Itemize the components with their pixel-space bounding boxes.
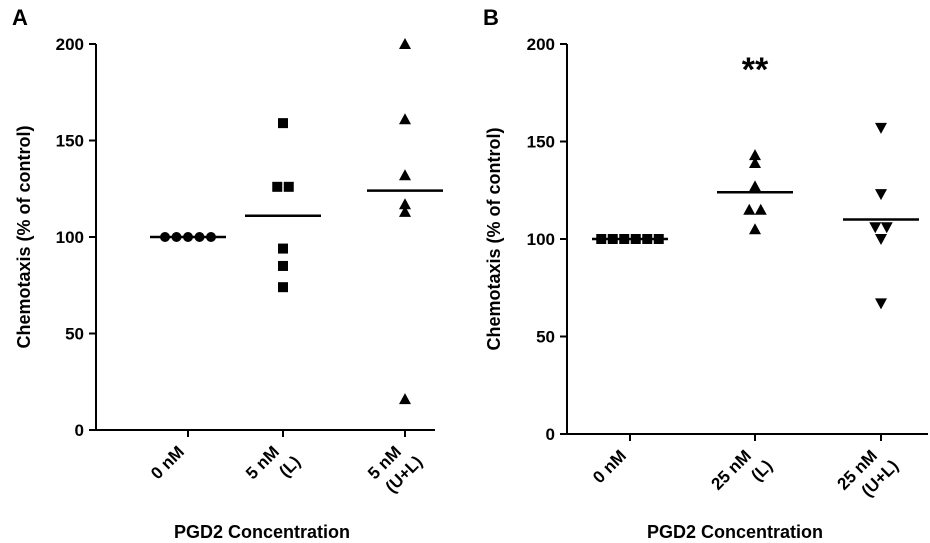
x-tick-label-line: 0 nM <box>589 446 630 487</box>
data-point <box>183 232 193 242</box>
x-tick-label-line: 0 nM <box>147 442 188 483</box>
data-point <box>749 223 761 234</box>
data-point <box>272 182 282 192</box>
data-point <box>875 298 887 309</box>
data-point <box>596 234 606 244</box>
y-tick-label: 0 <box>546 425 555 444</box>
data-point <box>875 234 887 245</box>
y-tick-label: 150 <box>56 132 84 151</box>
data-point <box>619 234 629 244</box>
data-point <box>755 204 767 215</box>
y-tick-label: 100 <box>56 228 84 247</box>
x-tick-label: 0 nM <box>589 446 630 487</box>
x-axis-title: PGD2 Concentration <box>174 522 350 542</box>
data-point <box>399 393 411 404</box>
data-point <box>749 180 761 191</box>
y-tick-label: 100 <box>527 230 555 249</box>
y-axis-title: Chemotaxis (% of control) <box>14 125 34 348</box>
x-tick-label: 5 nM(U+L) <box>364 437 426 499</box>
y-tick-label: 50 <box>536 328 555 347</box>
y-axis-title: Chemotaxis (% of control) <box>484 127 504 350</box>
x-tick-label: 25 nM(U+L) <box>833 441 902 510</box>
y-tick-label: 200 <box>527 35 555 54</box>
panel-letter: B <box>483 5 499 30</box>
data-point <box>654 234 664 244</box>
data-point <box>278 261 288 271</box>
significance-annotation: ** <box>742 51 769 89</box>
data-point <box>399 113 411 124</box>
data-point <box>278 244 288 254</box>
data-point <box>160 232 170 242</box>
data-point <box>875 123 887 134</box>
y-tick-label: 50 <box>65 325 84 344</box>
data-point <box>278 282 288 292</box>
data-point <box>278 118 288 128</box>
y-tick-label: 200 <box>56 35 84 54</box>
y-tick-label: 150 <box>527 133 555 152</box>
data-point <box>869 222 881 233</box>
x-tick-label-line: 5 nM <box>242 442 283 483</box>
data-point <box>399 169 411 180</box>
y-tick-label: 0 <box>75 421 84 440</box>
data-point <box>743 204 755 215</box>
data-point <box>206 232 216 242</box>
data-point <box>642 234 652 244</box>
x-axis-title: PGD2 Concentration <box>647 522 823 542</box>
panel-a: A 0 50 100 150 200 Chemotaxis (% of control) 0 … <box>12 5 443 542</box>
data-point <box>172 232 182 242</box>
data-point <box>608 234 618 244</box>
panel-letter: A <box>12 5 28 30</box>
data-point <box>195 232 205 242</box>
data-point <box>399 38 411 49</box>
data-point <box>284 182 294 192</box>
panel-b: B 0 50 100 150 200 Chemotaxis (% of control) 0 … <box>483 5 928 542</box>
data-point <box>881 222 893 233</box>
x-tick-label: 5 nM(L) <box>242 437 304 499</box>
x-tick-label: 25 nM(L) <box>707 441 776 510</box>
data-point <box>631 234 641 244</box>
x-tick-label: 0 nM <box>147 442 188 483</box>
data-point <box>875 189 887 200</box>
